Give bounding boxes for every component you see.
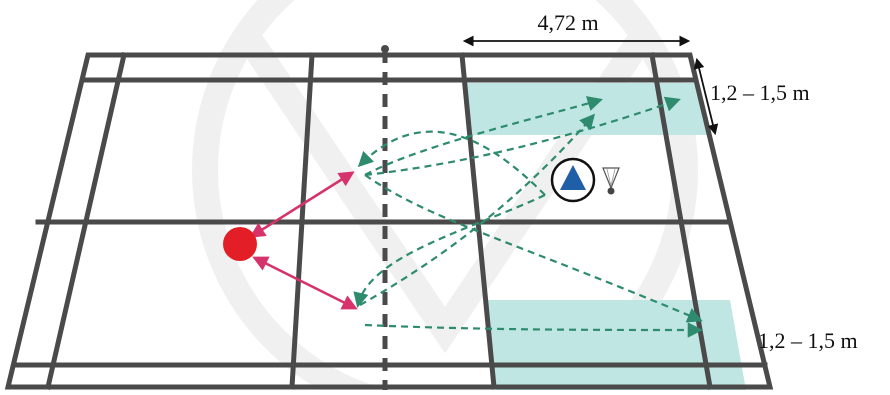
net-post-top — [381, 45, 389, 53]
side-line-left-inner — [45, 52, 127, 390]
target-zone-top — [462, 83, 708, 135]
trajectory-5 — [364, 174, 703, 323]
dimension-depth-top: 1,2 – 1,5 m — [693, 57, 810, 136]
player-movement-arrows — [249, 171, 358, 310]
zone-depth-bottom-label: 1,2 – 1,5 m — [758, 328, 858, 353]
player-blue-triangle-marker — [550, 157, 596, 203]
net — [381, 45, 389, 390]
trajectory-1 — [364, 96, 603, 176]
trajectory-7 — [364, 322, 704, 338]
court-lines — [4, 52, 774, 390]
shuttle-trajectories — [353, 96, 704, 338]
trajectory-6 — [359, 113, 596, 306]
short-service-line-right — [459, 52, 497, 390]
movement-arrow-lower — [252, 256, 358, 310]
trajectory-3 — [357, 130, 546, 196]
zone-width-label: 4,72 m — [537, 10, 598, 35]
trajectory-2 — [364, 96, 681, 177]
movement-arrow-upper — [249, 171, 355, 238]
shuttlecock-icon — [602, 167, 620, 195]
player-red-marker — [223, 227, 257, 261]
dimension-width: 4,72 m — [462, 10, 691, 47]
court-outer-boundary — [4, 52, 774, 390]
zone-depth-top-label: 1,2 – 1,5 m — [710, 80, 810, 105]
watermark — [192, 0, 698, 395]
